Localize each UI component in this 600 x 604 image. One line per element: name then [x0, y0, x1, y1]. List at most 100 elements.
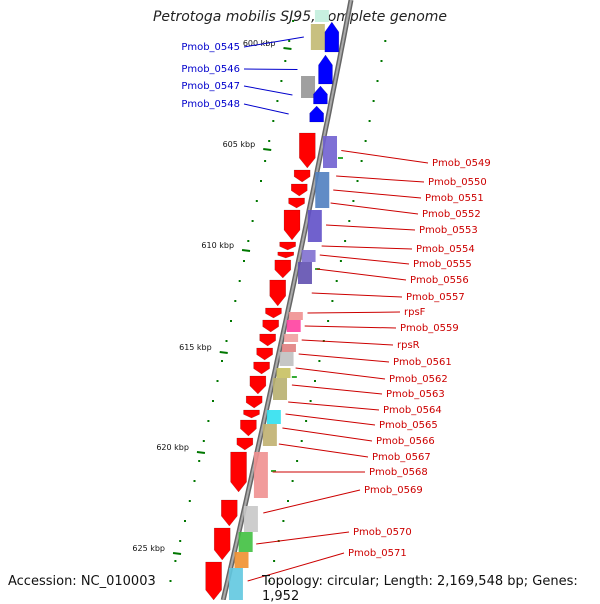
gene-label[interactable]: Pmob_0568: [369, 467, 428, 478]
scale-label: 600 kbp: [243, 39, 276, 48]
label-leader-line: [295, 367, 386, 380]
reverse-gene-arrow[interactable]: [205, 561, 222, 600]
scale-tick-outer: [372, 100, 375, 102]
function-block: [243, 506, 258, 532]
reverse-gene-arrow[interactable]: [243, 409, 260, 419]
gene-label[interactable]: Pmob_0566: [376, 436, 435, 447]
reverse-gene-arrow[interactable]: [283, 209, 301, 241]
label-leader-line: [304, 325, 397, 329]
scale-tick-outer: [339, 260, 342, 262]
gene-label[interactable]: Pmob_0557: [406, 292, 465, 303]
gene-label[interactable]: Pmob_0569: [364, 485, 423, 496]
forward-gene-arrow[interactable]: [318, 54, 333, 85]
scale-tick-outer: [305, 420, 308, 422]
gene-label[interactable]: Pmob_0553: [419, 225, 478, 236]
function-mark: [271, 470, 277, 472]
reverse-gene-arrow[interactable]: [299, 132, 316, 169]
reverse-gene-arrow[interactable]: [221, 499, 238, 527]
scale-major-tick: [172, 552, 182, 555]
gene-label[interactable]: Pmob_0559: [400, 323, 459, 334]
reverse-gene-arrow[interactable]: [213, 527, 231, 561]
reverse-gene-arrow[interactable]: [230, 451, 247, 493]
function-block: [307, 210, 322, 242]
gene-label[interactable]: Pmob_0567: [372, 452, 431, 463]
gene-label[interactable]: Pmob_0549: [432, 158, 491, 169]
scale-tick-outer: [273, 560, 276, 562]
scale-label: 605 kbp: [223, 140, 256, 149]
label-leader-line: [298, 353, 390, 363]
label-leader-line: [341, 150, 429, 164]
function-block: [301, 76, 316, 98]
scale-tick: [193, 480, 196, 482]
scale-tick-outer: [356, 180, 359, 182]
gene-label[interactable]: Pmob_0555: [413, 259, 472, 270]
scale-tick: [284, 60, 287, 62]
scale-tick: [247, 240, 250, 242]
gene-label[interactable]: Pmob_0546: [181, 64, 240, 75]
reverse-gene-arrow[interactable]: [291, 183, 308, 197]
gene-label[interactable]: Pmob_0565: [379, 420, 438, 431]
scale-major-tick: [196, 451, 206, 454]
reverse-gene-arrow[interactable]: [279, 241, 296, 251]
gene-label[interactable]: Pmob_0551: [425, 193, 484, 204]
gene-label[interactable]: Pmob_0562: [389, 374, 448, 385]
gene-label[interactable]: Pmob_0571: [348, 548, 407, 559]
function-block: [234, 552, 249, 568]
forward-gene-arrow[interactable]: [313, 85, 328, 105]
scale-tick-outer: [268, 580, 271, 582]
gene-label[interactable]: rpsF: [404, 307, 426, 318]
reverse-gene-arrow[interactable]: [236, 437, 254, 451]
reverse-gene-arrow[interactable]: [288, 197, 305, 209]
gene-label[interactable]: Pmob_0550: [428, 177, 487, 188]
scale-tick-outer: [318, 360, 321, 362]
gene-label[interactable]: rpsR: [397, 340, 420, 351]
gene-label[interactable]: Pmob_0561: [393, 357, 452, 368]
label-leader-line: [336, 175, 425, 183]
label-leader-line: [243, 68, 298, 70]
gene-label[interactable]: Pmob_0564: [383, 405, 442, 416]
reverse-gene-arrow[interactable]: [245, 395, 263, 409]
gene-label[interactable]: Pmob_0556: [410, 275, 469, 286]
reverse-gene-arrow[interactable]: [240, 419, 257, 437]
forward-gene-arrow[interactable]: [309, 105, 324, 123]
label-leader-line: [330, 202, 419, 215]
reverse-gene-arrow[interactable]: [274, 259, 292, 279]
scale-tick-outer: [368, 120, 371, 122]
reverse-gene-arrow[interactable]: [259, 333, 276, 347]
scale-tick-outer: [287, 500, 289, 502]
gene-label[interactable]: Pmob_0554: [416, 244, 475, 255]
function-block: [228, 568, 243, 600]
scale-tick-outer: [376, 80, 379, 82]
scale-label: 610 kbp: [201, 241, 234, 250]
gene-label[interactable]: Pmob_0563: [386, 389, 445, 400]
reverse-gene-arrow[interactable]: [269, 279, 286, 307]
reverse-gene-arrow[interactable]: [253, 361, 270, 375]
gene-label[interactable]: Pmob_0548: [181, 99, 240, 110]
scale-tick: [260, 180, 262, 182]
gene-label[interactable]: Pmob_0545: [181, 42, 240, 53]
forward-gene-arrow[interactable]: [324, 21, 340, 53]
reverse-gene-arrow[interactable]: [265, 307, 282, 319]
reverse-gene-arrow[interactable]: [249, 375, 267, 395]
reverse-gene-arrow[interactable]: [293, 169, 311, 183]
function-block: [253, 452, 268, 498]
function-mark: [291, 376, 297, 378]
reverse-gene-arrow[interactable]: [256, 347, 273, 361]
label-leader-line: [307, 311, 401, 314]
reverse-gene-arrow[interactable]: [277, 251, 295, 259]
function-block: [288, 312, 303, 320]
scale-tick-outer: [300, 440, 303, 442]
function-block: [281, 344, 296, 352]
scale-tick-outer: [331, 300, 334, 302]
label-leader-line: [243, 85, 293, 96]
gene-label[interactable]: Pmob_0570: [353, 527, 412, 538]
gene-label[interactable]: Pmob_0552: [422, 209, 481, 220]
scale-major-tick: [241, 249, 251, 252]
gene-label[interactable]: Pmob_0547: [181, 81, 240, 92]
label-leader-line: [291, 384, 383, 395]
function-block: [323, 136, 338, 168]
function-block: [315, 172, 330, 208]
reverse-gene-arrow[interactable]: [262, 319, 279, 333]
function-mark: [337, 157, 343, 159]
